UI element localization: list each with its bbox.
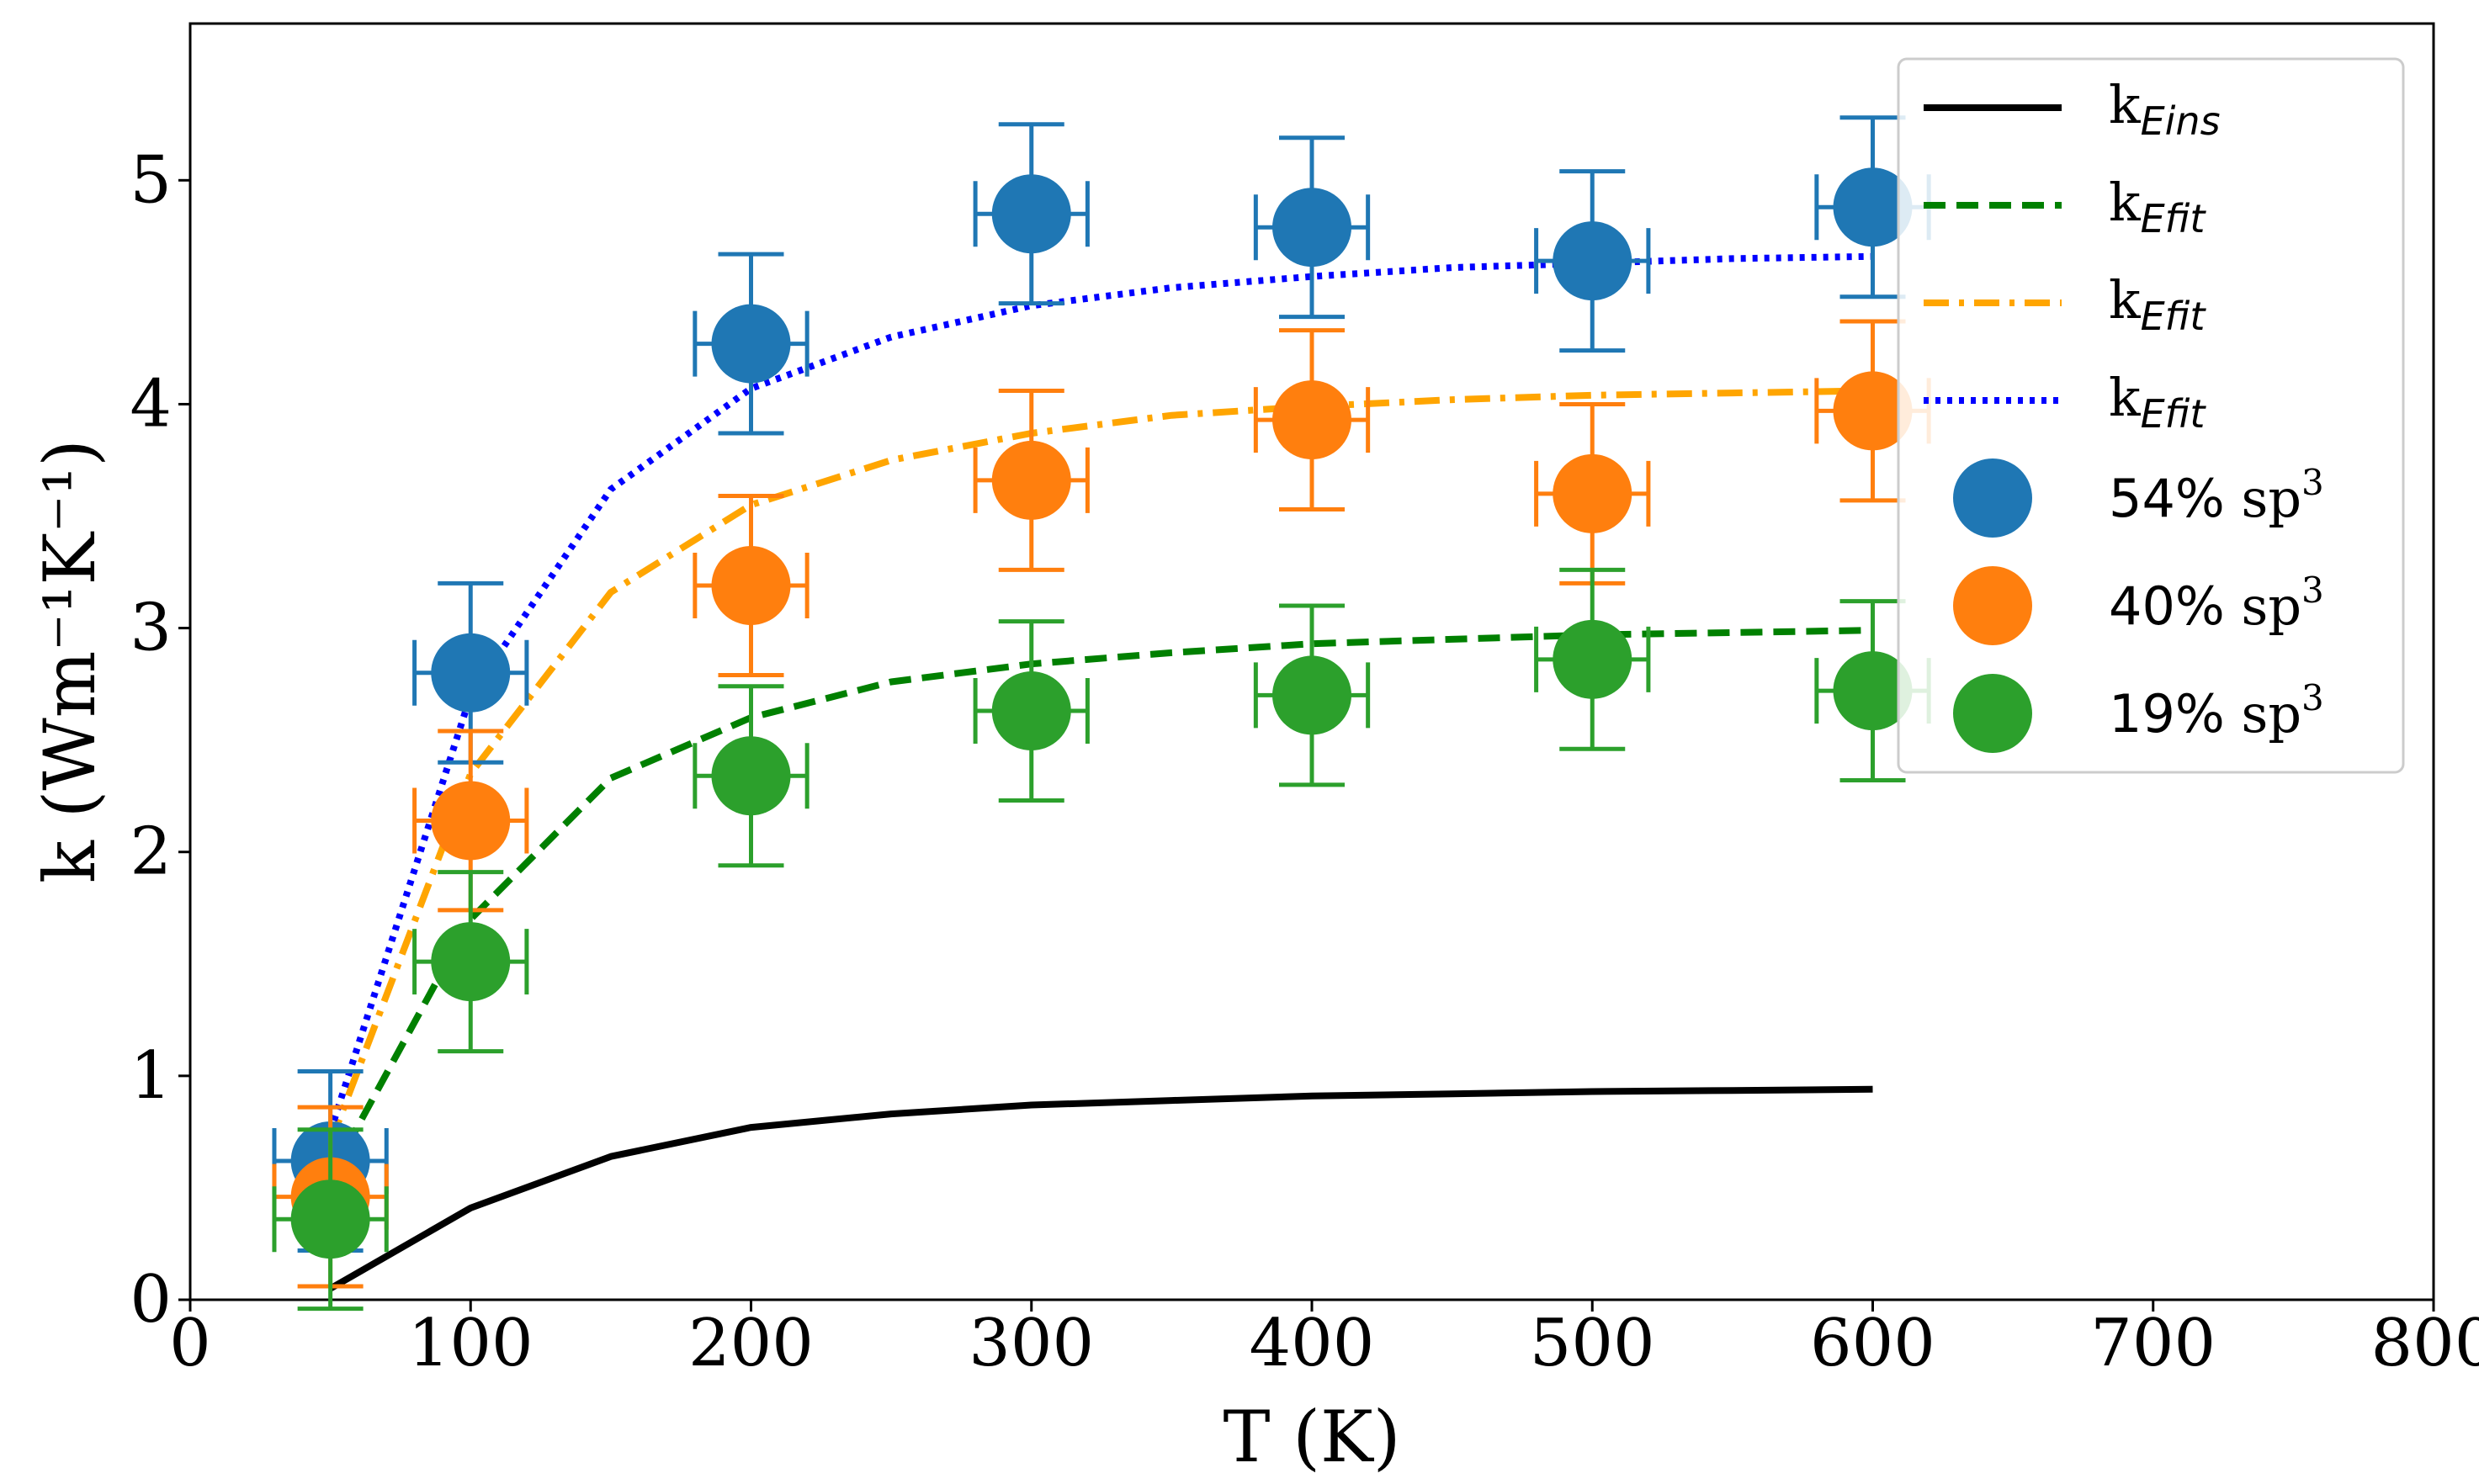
x-tick-label: 800 bbox=[2371, 1306, 2479, 1381]
legend-marker-0 bbox=[1953, 458, 2032, 538]
x-axis: 0 100 200 300 400 500 600 700 800 bbox=[169, 1300, 2479, 1381]
legend-label-main: 54% bbox=[2109, 468, 2242, 529]
data-point bbox=[1833, 371, 1913, 451]
legend-label-unit: sp bbox=[2242, 468, 2302, 529]
data-point-group bbox=[693, 252, 810, 436]
x-tick-label: 200 bbox=[688, 1306, 814, 1381]
legend-label-subscript: Efit bbox=[2141, 391, 2207, 437]
data-point bbox=[711, 736, 791, 816]
legend-label-main: k bbox=[2109, 74, 2141, 135]
series-line-2 bbox=[326, 387, 1873, 1145]
data-point-group bbox=[272, 1127, 389, 1312]
data-point-group bbox=[412, 729, 529, 913]
y-axis-label: k (Wm⁻¹K⁻¹) bbox=[29, 439, 111, 883]
legend-label-unit: sp bbox=[2242, 575, 2302, 637]
data-point bbox=[431, 633, 511, 713]
legend-label-subscript: Eins bbox=[2141, 98, 2221, 144]
data-point bbox=[1553, 619, 1632, 699]
legend-series-label-2: 19% sp3 bbox=[2109, 677, 2324, 745]
y-axis: 0 1 2 3 4 5 bbox=[130, 142, 190, 1338]
data-point-group bbox=[412, 870, 529, 1054]
y-tick-label: 0 bbox=[130, 1262, 172, 1338]
data-point-group bbox=[973, 388, 1090, 572]
legend-label-3: kEfit bbox=[2109, 367, 2206, 437]
data-point bbox=[1553, 221, 1632, 301]
data-point bbox=[431, 922, 511, 1002]
x-axis-label: T (K) bbox=[1223, 1396, 1400, 1478]
data-point bbox=[991, 440, 1071, 520]
x-tick-label: 100 bbox=[408, 1306, 533, 1381]
data-point bbox=[1833, 651, 1913, 731]
series-line-0 bbox=[328, 1085, 1873, 1292]
legend-label-main: k bbox=[2109, 172, 2141, 233]
legend-marker-1 bbox=[1953, 566, 2032, 645]
data-point-group bbox=[693, 684, 810, 868]
y-tick-label: 2 bbox=[130, 814, 172, 890]
data-point bbox=[711, 304, 791, 384]
data-points bbox=[272, 115, 1931, 1312]
legend-label-1: kEfit bbox=[2109, 172, 2206, 241]
y-tick-label: 1 bbox=[130, 1038, 172, 1114]
y-tick-label: 5 bbox=[130, 142, 172, 218]
legend-label-main: 40% bbox=[2109, 575, 2242, 637]
x-tick-label: 400 bbox=[1250, 1306, 1375, 1381]
data-point-group bbox=[973, 122, 1090, 306]
legend-label-subscript: Efit bbox=[2141, 294, 2207, 339]
legend-label-2: kEfit bbox=[2109, 269, 2206, 339]
legend-series-label-0: 54% sp3 bbox=[2109, 462, 2324, 529]
legend-label-unit: sp bbox=[2242, 683, 2302, 745]
y-tick-label: 4 bbox=[130, 366, 172, 442]
data-point-group bbox=[1534, 567, 1651, 751]
data-point-group bbox=[412, 580, 529, 765]
data-point-group bbox=[693, 494, 810, 677]
data-point-group bbox=[1253, 328, 1371, 512]
legend-label-main: 19% bbox=[2109, 683, 2242, 745]
data-point bbox=[711, 546, 791, 626]
x-tick-label: 600 bbox=[1810, 1306, 1935, 1381]
legend-label-superscript: 3 bbox=[2301, 677, 2324, 718]
data-point bbox=[431, 781, 511, 861]
legend-label-0: kEins bbox=[2109, 74, 2221, 144]
legend-marker-2 bbox=[1953, 674, 2032, 753]
data-point-group bbox=[1534, 401, 1651, 586]
x-tick-label: 500 bbox=[1530, 1306, 1655, 1381]
data-point-group bbox=[1534, 169, 1651, 353]
data-point bbox=[1553, 453, 1632, 533]
legend-label-superscript: 3 bbox=[2301, 462, 2324, 503]
legend-series-label-1: 40% sp3 bbox=[2109, 570, 2324, 637]
data-point bbox=[1272, 655, 1351, 735]
y-tick-label: 3 bbox=[130, 591, 172, 666]
data-point bbox=[290, 1179, 370, 1259]
legend-label-superscript: 3 bbox=[2301, 570, 2324, 611]
x-tick-label: 700 bbox=[2090, 1306, 2216, 1381]
data-point-group bbox=[1253, 135, 1371, 320]
data-point bbox=[991, 174, 1071, 254]
legend-label-main: k bbox=[2109, 269, 2141, 331]
x-tick-label: 300 bbox=[969, 1306, 1094, 1381]
data-point bbox=[991, 671, 1071, 751]
data-point-group bbox=[1253, 603, 1371, 787]
x-tick-label: 0 bbox=[169, 1306, 211, 1381]
data-point bbox=[1833, 167, 1913, 247]
data-point-group bbox=[973, 619, 1090, 803]
data-point bbox=[1272, 380, 1351, 460]
data-point bbox=[1272, 188, 1351, 268]
legend-label-subscript: Efit bbox=[2141, 196, 2207, 241]
legend-label-main: k bbox=[2109, 367, 2141, 428]
